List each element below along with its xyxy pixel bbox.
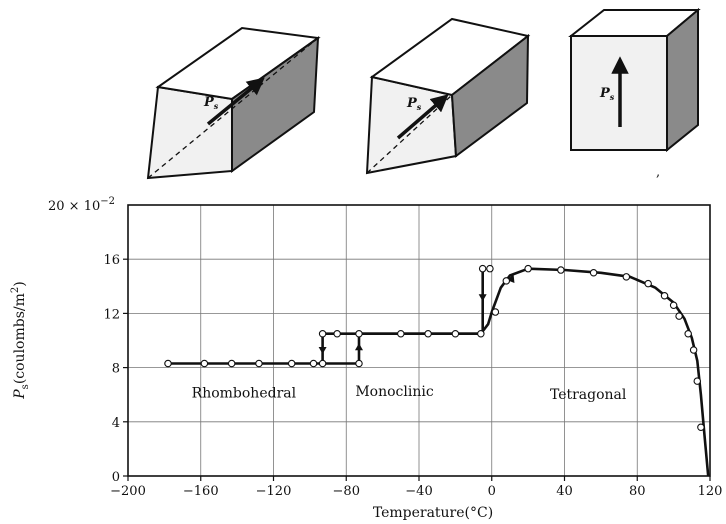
x-tick-label: 120: [698, 484, 723, 499]
y-tick-label: 0: [112, 470, 120, 485]
data-point: [333, 329, 341, 338]
grid-lines: [128, 205, 710, 476]
y-tick-label: 8: [112, 362, 120, 377]
data-point: [697, 423, 705, 431]
phase-label: Rhombohedral: [192, 385, 297, 401]
data-point: [486, 264, 494, 273]
data-point: [669, 301, 678, 310]
data-point: [355, 359, 363, 368]
data-point: [287, 359, 296, 368]
direction-arrow: [478, 294, 487, 302]
data-point: [255, 359, 263, 368]
polarization-arrow: [396, 94, 449, 140]
polarization-label: Ps: [203, 95, 219, 111]
tetragonal-crystal: Ps: [568, 7, 701, 153]
y-scale-label: 20 × 10−2: [48, 196, 115, 214]
crystal-side-face: [666, 7, 699, 153]
crystal-side-face: [450, 33, 530, 158]
data-point: [589, 268, 598, 277]
stray-mark: ,: [656, 165, 660, 180]
data-point: [693, 377, 702, 385]
data-point: [478, 264, 487, 273]
data-point: [164, 359, 172, 368]
data-point: [491, 308, 500, 316]
data-point: [318, 359, 327, 368]
crystal-side-face: [231, 35, 320, 173]
data-point: [200, 359, 209, 368]
data-point: [355, 329, 363, 338]
data-point: [309, 359, 318, 368]
x-tick-label: 80: [629, 484, 646, 499]
data-point: [644, 279, 652, 288]
x-tick-label: 40: [556, 484, 573, 499]
data-point: [451, 329, 460, 338]
x-tick-label: −40: [405, 484, 432, 499]
data-point: [318, 329, 327, 338]
face-diagonal-line: [366, 94, 453, 174]
data-point: [622, 273, 631, 281]
data-series: [164, 267, 710, 477]
data-point: [424, 329, 432, 338]
x-tick-label: −120: [256, 484, 292, 499]
y-tick-label: 4: [112, 416, 120, 431]
data-point: [557, 266, 565, 274]
rhombohedral-crystal: Ps: [146, 26, 321, 180]
heating-curve: [164, 267, 710, 477]
data-points: [164, 264, 705, 431]
x-axis-ticks: −200 −160 −120 −80 −40 0 40 80 120: [110, 476, 722, 499]
data-point: [660, 292, 669, 300]
phase-labels: Rhombohedral Monoclinic Tetragonal: [192, 384, 627, 403]
phase-label: Tetragonal: [550, 387, 627, 403]
data-point: [684, 329, 692, 338]
x-tick-label: −160: [183, 484, 219, 499]
x-axis-title: Temperature(°C): [373, 505, 493, 521]
data-point: [227, 359, 236, 368]
x-tick-label: −80: [333, 484, 360, 499]
data-point: [675, 312, 683, 320]
polarization-label: Ps: [599, 86, 615, 102]
x-tick-label: 0: [488, 484, 496, 499]
polarization-arrow: [206, 77, 265, 126]
data-point: [689, 346, 698, 354]
direction-arrow: [318, 347, 327, 355]
polarization-label: Ps: [406, 96, 422, 112]
data-point: [502, 277, 511, 285]
y-tick-label: 16: [103, 253, 120, 268]
x-tick-label: −200: [110, 484, 146, 499]
direction-arrow: [354, 343, 363, 351]
data-point: [477, 329, 485, 338]
data-point: [397, 329, 405, 338]
body-diagonal-line: [147, 37, 319, 179]
phase-label: Monoclinic: [355, 384, 433, 400]
y-axis-title: Ps(coulombs/m2): [10, 281, 31, 399]
crystal-front-face: [146, 85, 233, 180]
data-point: [524, 264, 532, 273]
y-axis-ticks: 0 4 8 12 16: [103, 253, 128, 485]
y-tick-label: 12: [103, 307, 120, 322]
monoclinic-crystal: Ps: [365, 17, 531, 175]
